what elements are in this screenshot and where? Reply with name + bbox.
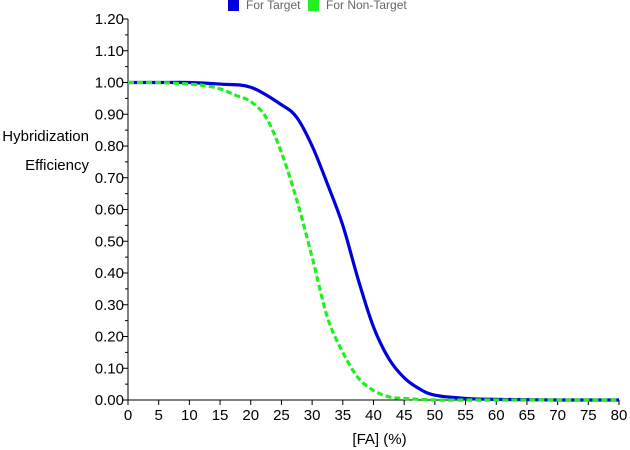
series-line-target <box>128 80 619 402</box>
legend-label: For Target <box>246 0 301 12</box>
y-tick-label: 0.40 <box>95 265 124 282</box>
legend: For Target For Non-Target <box>228 0 407 12</box>
x-tick-label: 40 <box>365 407 382 424</box>
x-tick-label: 65 <box>519 407 536 424</box>
y-tick-label: 0.60 <box>95 202 124 219</box>
series-layer <box>127 80 619 402</box>
x-tick-label: 55 <box>457 407 474 424</box>
y-tick-label: 0.90 <box>95 106 124 123</box>
y-tick-label: 0.00 <box>95 392 124 409</box>
x-tick-label: 15 <box>212 407 229 424</box>
legend-swatch <box>308 0 319 11</box>
y-tick-label: 1.10 <box>95 43 124 60</box>
y-tick-label: 0.30 <box>95 297 124 314</box>
y-tick-label: 0.70 <box>95 170 124 187</box>
legend-label: For Non-Target <box>326 0 407 12</box>
y-axis-label: Hybridization Efficiency <box>2 128 89 174</box>
x-tick-label: 50 <box>427 407 444 424</box>
y-axis-label-line: Hybridization <box>2 128 89 145</box>
x-tick-label: 35 <box>334 407 351 424</box>
x-tick-label: 45 <box>396 407 413 424</box>
y-tick-label: 0.10 <box>95 360 124 377</box>
x-tick-label: 30 <box>304 407 321 424</box>
x-tick-label: 60 <box>488 407 505 424</box>
y-tick-label: 1.00 <box>95 75 124 92</box>
x-tick-label: 70 <box>549 407 566 424</box>
y-tick-label: 0.80 <box>95 138 124 155</box>
y-tick-label: 0.50 <box>95 233 124 250</box>
x-tick-label: 75 <box>580 407 597 424</box>
x-axis: 0 5 10 15 20 25 30 35 40 45 50 55 60 65 70 75 80 <box>124 399 628 424</box>
series-line-non-target <box>127 80 619 402</box>
x-tick-label: 80 <box>611 407 628 424</box>
x-tick-label: 25 <box>273 407 290 424</box>
x-tick-label: 0 <box>124 407 132 424</box>
y-axis: 0.00 0.10 0.20 0.30 0.40 0.50 0.60 0.70 0.80 0.90… <box>95 11 129 409</box>
x-tick-label: 20 <box>242 407 259 424</box>
legend-swatch <box>228 0 239 11</box>
y-tick-label: 1.20 <box>95 11 124 28</box>
y-tick-label: 0.20 <box>95 329 124 346</box>
x-tick-label: 10 <box>181 407 198 424</box>
x-tick-label: 5 <box>155 407 163 424</box>
x-axis-label: [FA] (%) <box>352 431 406 448</box>
y-axis-label-line: Efficiency <box>25 157 89 174</box>
